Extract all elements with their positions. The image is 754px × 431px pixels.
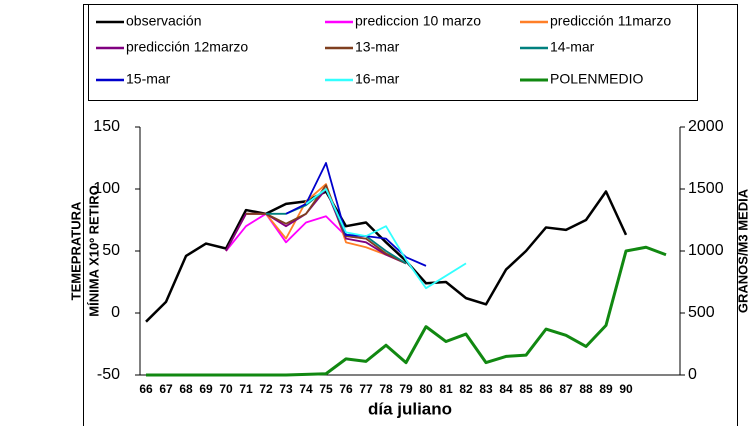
legend-label: POLENMEDIO [550,71,643,87]
legend-label: observación [126,13,202,29]
legend-label: prediccion 10 marzo [355,13,481,29]
x-tick-label: 79 [399,382,413,396]
y2-tick-label: 2000 [688,118,724,135]
x-tick-label: 77 [359,382,373,396]
y-tick-label: 100 [93,180,120,197]
y-tick-label: 50 [102,242,120,259]
x-tick-label: 71 [239,382,253,396]
x-tick-label: 74 [299,382,313,396]
x-tick-label: 85 [519,382,533,396]
x-tick-label: 72 [259,382,273,396]
x-tick-label: 88 [579,382,593,396]
x-tick-label: 75 [319,382,333,396]
y-tick-label: 0 [111,304,120,321]
y-tick-label: -50 [97,366,120,383]
series-line [145,190,628,323]
x-tick-label: 90 [619,382,633,396]
series-line [146,245,667,377]
x-tick-label: 80 [419,382,433,396]
series-line [285,162,427,267]
y2-tick-label: 500 [688,304,715,321]
x-tick-label: 83 [479,382,493,396]
legend-label: 16-mar [355,71,400,87]
x-tick-label: 82 [459,382,473,396]
legend-label: 14-mar [550,39,595,55]
legend-label: predicción 12marzo [126,39,248,55]
y-tick-label: 150 [93,118,120,135]
x-tick-label: 81 [439,382,453,396]
x-tick-label: 69 [199,382,213,396]
legend-label: 13-mar [355,39,400,55]
x-tick-label: 87 [559,382,573,396]
x-tick-label: 86 [539,382,553,396]
x-tick-label: 73 [279,382,293,396]
legend-box [88,4,698,101]
y2-tick-label: 1000 [688,242,724,259]
series-line [246,184,407,265]
series-line [305,188,467,290]
x-tick-label: 84 [499,382,513,396]
x-axis-label: día juliano [368,399,452,418]
y2-axis-label: GRANOS/M3 MEDIA [735,188,750,313]
x-tick-label: 68 [179,382,193,396]
y-axis-label: TEMEPRATURA [68,201,83,300]
y-axis-label: MÍNIMA X10º RETIRO [86,185,101,316]
x-tick-label: 76 [339,382,353,396]
legend-label: 15-mar [126,71,171,87]
legend-label: predicción 11marzo [550,13,671,29]
x-tick-label: 89 [599,382,613,396]
x-tick-label: 70 [219,382,233,396]
y2-tick-label: 0 [688,366,697,383]
x-tick-label: 66 [139,382,153,396]
x-tick-label: 78 [379,382,393,396]
y2-tick-label: 1500 [688,180,724,197]
x-tick-label: 67 [159,382,173,396]
